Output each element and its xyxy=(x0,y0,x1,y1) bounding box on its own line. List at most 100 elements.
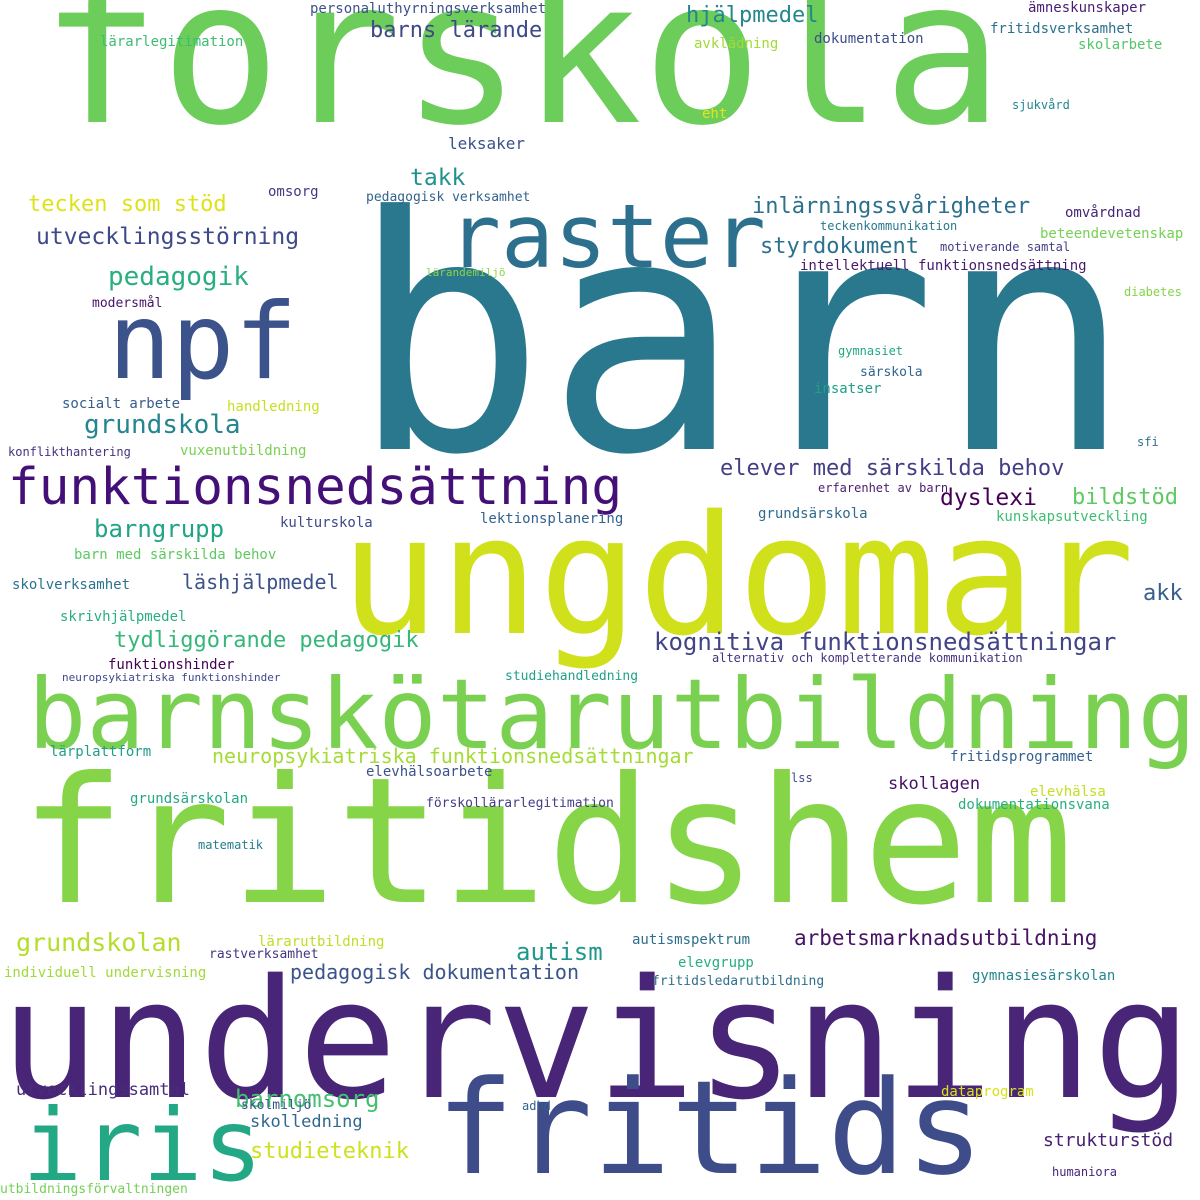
word: personaluthyrningsverksamhet xyxy=(310,1,547,17)
word: läshjälpmedel xyxy=(182,570,339,594)
word: adhd xyxy=(522,1099,551,1113)
word: förskollärarlegitimation xyxy=(426,796,614,811)
word: hjälpmedel xyxy=(686,3,819,28)
word: grundsärskola xyxy=(758,506,868,522)
word: dokumentation xyxy=(814,31,924,47)
word: studieteknik xyxy=(250,1139,409,1164)
word: lärarlegitimation xyxy=(100,34,244,50)
word: fritidsverksamhet xyxy=(990,21,1134,37)
word: socialt arbete xyxy=(62,396,181,412)
word: individuell undervisning xyxy=(4,965,207,981)
word: skolledning xyxy=(250,1112,363,1132)
word: akk xyxy=(1143,581,1183,606)
word: kunskapsutveckling xyxy=(996,509,1148,525)
word: humaniora xyxy=(1052,1165,1118,1179)
word: motiverande samtal xyxy=(940,240,1071,254)
word: strukturstöd xyxy=(1043,1130,1174,1151)
word: fritidsprogrammet xyxy=(950,749,1094,765)
word: beteendevetenskap xyxy=(1040,226,1184,242)
word: inlärningssvårigheter xyxy=(752,194,1031,219)
word: särskola xyxy=(860,365,923,380)
word: autismspektrum xyxy=(632,932,751,948)
word: teckenkommunikation xyxy=(820,219,958,233)
word: modersmål xyxy=(92,296,163,311)
word: pedagogisk dokumentation xyxy=(290,960,579,984)
word: alternativ och kompletterande kommunikat… xyxy=(712,651,1023,665)
word: bildstöd xyxy=(1072,485,1178,510)
word: tydliggörande pedagogik xyxy=(114,628,419,653)
word: skollagen xyxy=(888,774,981,794)
word: sjukvård xyxy=(1012,98,1070,112)
word: förskola xyxy=(40,0,1004,170)
word: neuropsykiatriska funktionshinder xyxy=(62,671,281,684)
word: skrivhjälpmedel xyxy=(60,609,187,625)
word: barns lärande xyxy=(370,18,543,43)
word: vuxenutbildning xyxy=(180,443,307,459)
word: takk xyxy=(410,165,466,191)
word: lärarutbildning xyxy=(258,934,385,950)
word: skolmiljö xyxy=(241,1098,312,1113)
word: barngrupp xyxy=(94,515,225,543)
word: ungdomar xyxy=(340,480,1135,672)
word: diabetes xyxy=(1124,285,1182,299)
word: lektionsplanering xyxy=(480,511,624,527)
word: grundskola xyxy=(84,410,241,440)
word: barnomsorg xyxy=(235,1085,380,1113)
word: rastverksamhet xyxy=(209,947,319,962)
word: omsorg xyxy=(268,184,319,200)
word: neuropsykiatriska funktionsnedsättningar xyxy=(212,744,694,768)
word: elevhälsa xyxy=(1030,784,1106,800)
word: lärandemiljö xyxy=(426,266,506,279)
word: insatser xyxy=(814,381,882,397)
word: erfarenhet av barn xyxy=(818,481,949,495)
word: barn med särskilda behov xyxy=(74,547,277,563)
word: dokumentationsvana xyxy=(958,797,1110,813)
word: pedagogisk verksamhet xyxy=(366,190,531,205)
word: elevhälsoarbete xyxy=(366,764,493,780)
word: npf xyxy=(108,281,298,403)
word: utvecklingssamtal xyxy=(16,1080,190,1100)
word: ämneskunskaper xyxy=(1028,0,1147,16)
word: kognitiva funktionsnedsättningar xyxy=(654,628,1117,656)
word: gymnasiesärskolan xyxy=(972,968,1116,984)
word: gymnasiet xyxy=(838,344,904,358)
word: avklädning xyxy=(694,36,779,52)
word: sfi xyxy=(1137,435,1159,449)
word: leksaker xyxy=(448,134,526,153)
word: funktionsnedsättning xyxy=(8,458,623,517)
word: barnskötarutbildning xyxy=(28,658,1196,771)
word: utbildningsförvaltningen xyxy=(0,1182,188,1197)
word: barn xyxy=(350,147,1133,526)
word: iris xyxy=(22,1087,263,1200)
word: skolarbete xyxy=(1078,37,1163,53)
word: grundskolan xyxy=(16,928,182,957)
word: intellektuell funktionsnedsättning xyxy=(800,258,1087,274)
word: funktionshinder xyxy=(108,657,235,673)
word: grundsärskolan xyxy=(130,791,249,807)
word: pedagogik xyxy=(108,262,249,292)
word: eht xyxy=(702,106,728,122)
word: fritidshem xyxy=(20,741,1074,944)
word: studiehandledning xyxy=(505,669,639,684)
word: lss xyxy=(791,771,813,785)
word: arbetsmarknadsutbildning xyxy=(794,926,1098,950)
word: elevgrupp xyxy=(678,955,754,971)
word: lärplattform xyxy=(50,744,152,760)
word: omvårdnad xyxy=(1065,205,1141,221)
word: undervisning xyxy=(0,944,1193,1136)
word: dyslexi xyxy=(940,485,1037,511)
word: matematik xyxy=(198,838,264,852)
word: elever med särskilda behov xyxy=(720,456,1065,481)
word: fritids xyxy=(436,1052,984,1200)
word: kulturskola xyxy=(280,515,373,531)
word: raster xyxy=(448,185,766,288)
word: konflikthantering xyxy=(8,445,131,459)
word: tecken som stöd xyxy=(28,192,227,217)
word: utvecklingsstörning xyxy=(36,224,300,250)
word: styrdokument xyxy=(760,234,919,259)
word: autism xyxy=(516,938,603,966)
word: dataprogram xyxy=(941,1084,1034,1100)
word: handledning xyxy=(227,399,320,415)
word: skolverksamhet xyxy=(12,577,131,593)
